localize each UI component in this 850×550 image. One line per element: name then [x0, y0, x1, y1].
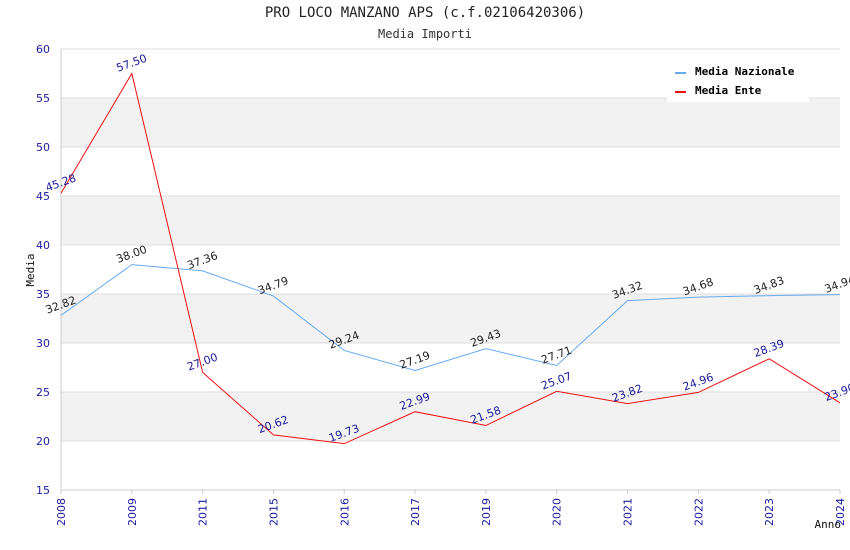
x-tick-label: 2024: [834, 498, 847, 526]
y-tick-label: 25: [36, 386, 50, 399]
data-label: 37.36: [185, 249, 219, 272]
x-tick-label: 2008: [55, 498, 68, 526]
data-label: 57.50: [115, 52, 149, 75]
y-tick-label: 40: [36, 239, 50, 252]
x-tick-label: 2022: [692, 498, 705, 526]
legend-label: Media Nazionale: [695, 65, 795, 78]
data-label: 24.96: [681, 371, 715, 394]
data-label: 34.94: [823, 273, 850, 296]
x-tick-label: 2023: [763, 498, 776, 526]
series-line-media-ente: [60, 72, 841, 445]
grid-band: [61, 98, 840, 147]
chart-subtitle: Media Importi: [378, 27, 472, 41]
legend-label: Media Ente: [695, 84, 762, 97]
x-tick-label: 2015: [267, 498, 280, 526]
y-tick-label: 15: [36, 484, 50, 497]
x-axis-title: Anno: [815, 518, 842, 531]
y-tick-label: 35: [36, 288, 50, 301]
x-tick-label: 2016: [338, 498, 351, 526]
data-label: 23.90: [823, 381, 850, 404]
data-label: 34.83: [752, 274, 786, 297]
x-tick-label: 2021: [622, 498, 635, 526]
grid-band: [61, 294, 840, 343]
legend: Media Nazionale Media Ente: [667, 58, 809, 102]
data-label: 38.00: [115, 243, 149, 266]
data-label: 25.07: [540, 370, 574, 393]
legend-box: [667, 58, 809, 102]
x-tick-label: 2009: [126, 498, 139, 526]
x-tick-label: 2011: [197, 498, 210, 526]
y-axis-title: Media: [24, 253, 37, 286]
y-tick-label: 50: [36, 141, 50, 154]
x-tick-label: 2020: [551, 498, 564, 526]
data-label: 27.19: [398, 349, 432, 372]
y-tick-label: 60: [36, 43, 50, 56]
data-label: 27.71: [540, 344, 574, 367]
grid-band: [61, 196, 840, 245]
y-tick-label: 20: [36, 435, 50, 448]
y-tick-label: 30: [36, 337, 50, 350]
x-tick-label: 2017: [409, 498, 422, 526]
y-tick-label: 45: [36, 190, 50, 203]
x-tick-label: 2019: [480, 498, 493, 526]
grid-band: [61, 392, 840, 441]
chart-title: PRO LOCO MANZANO APS (c.f.02106420306): [264, 5, 586, 21]
series-line-media-nazionale: [60, 264, 841, 372]
y-tick-label: 55: [36, 92, 50, 105]
